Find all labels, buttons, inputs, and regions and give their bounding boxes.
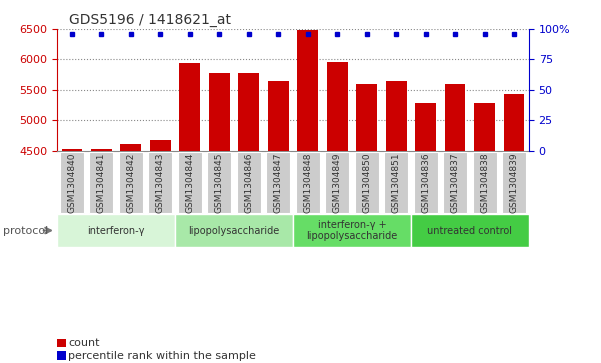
Bar <box>91 148 112 151</box>
Text: GSM1304836: GSM1304836 <box>421 152 430 213</box>
Bar <box>504 94 525 151</box>
Text: GSM1304843: GSM1304843 <box>156 152 165 213</box>
Bar <box>57 214 175 247</box>
Text: GSM1304851: GSM1304851 <box>392 152 401 213</box>
Bar <box>445 84 466 151</box>
Text: GSM1304838: GSM1304838 <box>480 152 489 213</box>
Bar <box>443 152 467 213</box>
Bar <box>61 148 82 151</box>
Text: GSM1304840: GSM1304840 <box>67 152 76 213</box>
Text: GSM1304846: GSM1304846 <box>244 152 253 213</box>
Bar <box>356 84 377 151</box>
Text: GSM1304842: GSM1304842 <box>126 152 135 213</box>
Text: count: count <box>68 338 99 348</box>
Text: untreated control: untreated control <box>427 225 513 236</box>
Text: GSM1304844: GSM1304844 <box>185 152 194 213</box>
Bar <box>209 73 230 151</box>
Bar <box>325 152 349 213</box>
Text: GSM1304837: GSM1304837 <box>451 152 460 213</box>
Bar <box>120 144 141 151</box>
Bar <box>386 81 406 151</box>
Bar <box>178 152 202 213</box>
Bar <box>180 63 200 151</box>
Bar <box>119 152 143 213</box>
Bar <box>413 152 438 213</box>
Bar <box>293 214 411 247</box>
Bar <box>239 73 259 151</box>
Text: GSM1304839: GSM1304839 <box>510 152 519 213</box>
Bar <box>268 81 288 151</box>
Text: GSM1304848: GSM1304848 <box>304 152 313 213</box>
Bar <box>266 152 290 213</box>
Bar <box>207 152 231 213</box>
Bar <box>89 152 114 213</box>
Bar <box>415 103 436 151</box>
Bar <box>59 152 84 213</box>
Bar <box>355 152 379 213</box>
Bar <box>474 103 495 151</box>
Bar <box>237 152 261 213</box>
Text: protocol: protocol <box>3 225 48 236</box>
Bar <box>148 152 172 213</box>
Bar <box>175 214 293 247</box>
Bar <box>296 152 320 213</box>
Bar <box>502 152 526 213</box>
Text: GSM1304849: GSM1304849 <box>333 152 342 213</box>
Bar <box>472 152 497 213</box>
Text: GSM1304850: GSM1304850 <box>362 152 371 213</box>
Bar <box>411 214 529 247</box>
Bar <box>384 152 408 213</box>
Text: GDS5196 / 1418621_at: GDS5196 / 1418621_at <box>69 13 231 27</box>
Text: lipopolysaccharide: lipopolysaccharide <box>188 225 279 236</box>
Bar <box>150 140 171 151</box>
Text: interferon-γ: interferon-γ <box>87 225 145 236</box>
Bar <box>297 30 318 151</box>
Text: GSM1304841: GSM1304841 <box>97 152 106 213</box>
Text: percentile rank within the sample: percentile rank within the sample <box>68 351 256 361</box>
Text: GSM1304845: GSM1304845 <box>215 152 224 213</box>
Text: interferon-γ +
lipopolysaccharide: interferon-γ + lipopolysaccharide <box>307 220 398 241</box>
Bar <box>327 62 347 151</box>
Text: GSM1304847: GSM1304847 <box>273 152 282 213</box>
